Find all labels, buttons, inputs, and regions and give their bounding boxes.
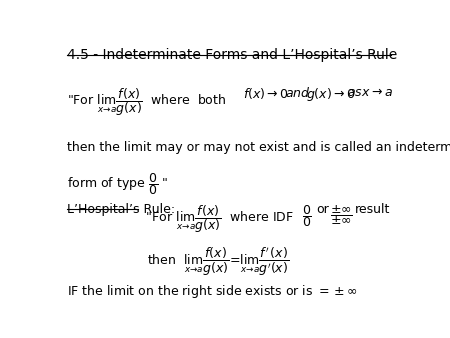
- Text: 4.5 - Indeterminate Forms and L’Hospital’s Rule: 4.5 - Indeterminate Forms and L’Hospital…: [67, 48, 397, 63]
- Text: $\dfrac{\pm\infty}{\pm\infty}$: $\dfrac{\pm\infty}{\pm\infty}$: [330, 203, 353, 227]
- Text: $g(x) \to 0$: $g(x) \to 0$: [306, 86, 355, 103]
- Text: "For $\lim_{x \to a} \dfrac{f(x)}{g(x)}$  where  both: "For $\lim_{x \to a} \dfrac{f(x)}{g(x)}$…: [67, 86, 226, 118]
- Text: IF the limit on the right side exists or is $= \pm\infty$: IF the limit on the right side exists or…: [67, 283, 357, 299]
- Text: $and$: $and$: [285, 86, 310, 100]
- Text: then  $\lim_{x \to a} \dfrac{f(x)}{g(x)} = \lim_{x \to a} \dfrac{f'(x)}{g'(x)}$: then $\lim_{x \to a} \dfrac{f(x)}{g(x)} …: [147, 245, 289, 278]
- Text: $x \to a$: $x \to a$: [361, 86, 393, 99]
- Text: $\dfrac{0}{0}$: $\dfrac{0}{0}$: [302, 203, 312, 229]
- Text: $f(x) \to 0$: $f(x) \to 0$: [243, 86, 289, 101]
- Text: or: or: [316, 203, 329, 216]
- Text: "For $\lim_{x \to a} \dfrac{f(x)}{g(x)}$  where IDF: "For $\lim_{x \to a} \dfrac{f(x)}{g(x)}$…: [138, 203, 294, 235]
- Text: $as$: $as$: [347, 86, 363, 99]
- Text: then the limit may or may not exist and is called an indeterminate: then the limit may or may not exist and …: [67, 141, 450, 154]
- Text: result: result: [355, 203, 390, 216]
- Text: form of type $\dfrac{0}{0}$ ": form of type $\dfrac{0}{0}$ ": [67, 171, 168, 197]
- Text: L’Hospital’s Rule:: L’Hospital’s Rule:: [67, 203, 175, 216]
